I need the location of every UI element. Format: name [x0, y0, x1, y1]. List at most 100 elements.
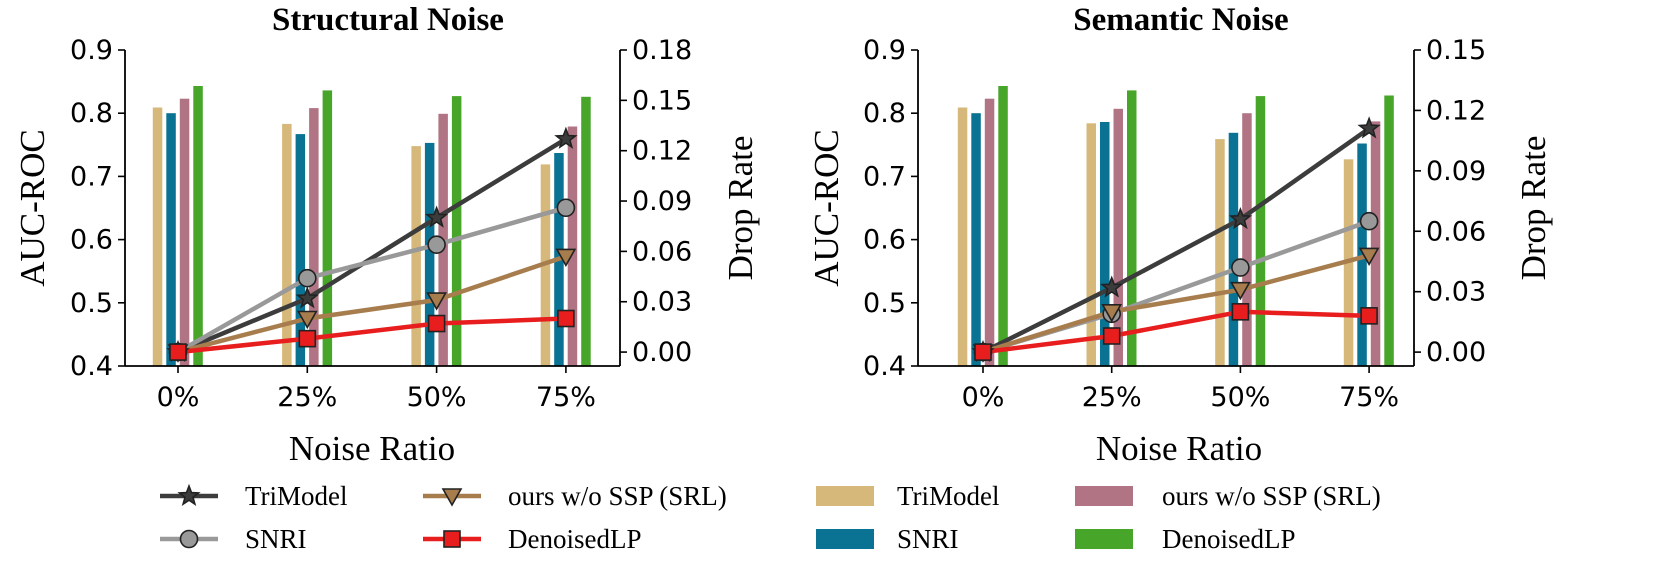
- point-snri: [1231, 258, 1250, 277]
- y-tick-label: 0.8: [863, 98, 906, 129]
- y2-tick-label: 0.06: [632, 236, 692, 267]
- legend-line-item: DenoisedLP: [423, 524, 641, 554]
- y2-tick-label: 0.00: [632, 337, 692, 368]
- line-denoisedlp: [177, 316, 566, 355]
- point-denoisedlp: [427, 314, 446, 333]
- chart-title: Structural Noise: [272, 2, 504, 38]
- bar-snri: [424, 142, 435, 366]
- y2-tick-label: 0.03: [632, 287, 692, 318]
- point-denoisedlp: [1360, 307, 1378, 325]
- bar-denoisedlp: [1384, 95, 1394, 366]
- bar-snri: [971, 113, 981, 366]
- bar-trimodel: [282, 123, 292, 367]
- legend: TriModel SNRI ours w/o SSP (SRL) DenoisedLP…: [160, 481, 1381, 554]
- bar-denoisedlp: [322, 90, 333, 367]
- legend-bar-swatch: [816, 486, 874, 506]
- y2-tick-label: 0.15: [1426, 35, 1486, 66]
- legend-line-item: ours w/o SSP (SRL): [423, 481, 727, 511]
- bar-denoisedlp: [581, 96, 591, 367]
- legend-marker: [441, 488, 463, 507]
- bar-denoisedlp: [1255, 96, 1266, 366]
- legend-label: TriModel: [245, 481, 348, 511]
- point-trimodel: [1357, 116, 1381, 139]
- structural-noise-panel: Structural Noise AUC-ROC Drop Rate Noise…: [13, 2, 760, 468]
- line-snri: [176, 205, 567, 355]
- point-denoisedlp: [298, 329, 317, 348]
- legend-marker: [179, 529, 199, 549]
- legend-bar-item: ours w/o SSP (SRL): [1075, 481, 1381, 511]
- x-tick-label: 0%: [157, 382, 200, 413]
- bar-denoisedlp: [451, 96, 462, 366]
- x-tick-label: 50%: [1210, 382, 1270, 413]
- point-snri: [556, 198, 576, 218]
- bar-snri: [1228, 132, 1239, 366]
- y2-tick-label: 0.00: [1426, 337, 1486, 368]
- legend-line-item: TriModel: [160, 481, 348, 511]
- legend-marker: [177, 483, 201, 506]
- point-trimodel: [554, 126, 578, 149]
- bar-snri: [1357, 143, 1367, 366]
- legend-label: ours w/o SSP (SRL): [508, 481, 727, 511]
- y-tick-label: 0.4: [863, 351, 906, 382]
- bar-trimodel: [957, 107, 968, 366]
- y2-tick-label: 0.09: [1426, 156, 1486, 187]
- y2-tick-label: 0.12: [1426, 95, 1486, 126]
- point-trimodel: [295, 286, 319, 309]
- y-tick-label: 0.6: [70, 225, 113, 256]
- y2-tick-label: 0.18: [632, 35, 692, 66]
- bar-denoisedlp: [998, 86, 1008, 366]
- point-denoisedlp: [1102, 327, 1121, 345]
- plot-area: 0.4 0.5 0.6 0.7 0.8 0.9 0.00 0.03 0.06 0.09 0.12 0.…: [863, 35, 1486, 413]
- x-tick-label: 0%: [962, 382, 1005, 413]
- legend-line-item: SNRI: [160, 524, 307, 554]
- plot-area: 0.4 0.5 0.6 0.7 0.8 0.9 0.00 0.03 0.06 0.09 0.12 0.…: [70, 35, 692, 413]
- x-tick-label: 50%: [407, 382, 467, 413]
- y2-axis-label: Drop Rate: [721, 136, 760, 281]
- bar-trimodel: [1086, 123, 1096, 366]
- y-tick-label: 0.9: [863, 35, 906, 66]
- y-tick-label: 0.6: [863, 225, 906, 256]
- legend-bar-swatch: [1075, 486, 1133, 506]
- legend-label: ours w/o SSP (SRL): [1162, 481, 1381, 511]
- line-ours-w-o-ssp-srl-: [177, 254, 567, 355]
- bar-trimodel: [152, 107, 163, 366]
- y-tick-label: 0.5: [863, 288, 906, 319]
- y-tick-label: 0.5: [70, 288, 113, 319]
- legend-label: TriModel: [897, 481, 1000, 511]
- legend-bar-swatch: [816, 529, 874, 549]
- x-tick-label: 75%: [1339, 382, 1399, 413]
- bar-ours-w-o-ssp-srl-: [1242, 113, 1252, 366]
- point-ours-w-o-ssp-srl-: [555, 248, 577, 268]
- bar-ours-w-o-ssp-srl-: [179, 98, 190, 366]
- bar-ours-w-o-ssp-srl-: [1370, 121, 1381, 367]
- bar-snri: [1100, 122, 1110, 366]
- line-denoisedlp: [982, 309, 1370, 355]
- bar-ours-w-o-ssp-srl-: [1113, 108, 1123, 367]
- point-denoisedlp: [169, 343, 187, 361]
- point-snri: [1359, 211, 1379, 231]
- chart-title: Semantic Noise: [1073, 2, 1288, 38]
- legend-bar-item: TriModel: [816, 481, 1000, 511]
- bar-ours-w-o-ssp-srl-: [567, 126, 578, 366]
- semantic-noise-panel: Semantic Noise AUC-ROC Drop Rate Noise R…: [807, 2, 1553, 468]
- y2-axis-label: Drop Rate: [1514, 136, 1553, 281]
- y-axis-label: AUC-ROC: [807, 129, 846, 287]
- point-denoisedlp: [974, 343, 992, 361]
- y2-tick-label: 0.03: [1426, 277, 1486, 308]
- point-ours-w-o-ssp-srl-: [1101, 304, 1123, 323]
- x-tick-label: 25%: [277, 382, 337, 413]
- point-ours-w-o-ssp-srl-: [426, 292, 447, 311]
- bar-trimodel: [411, 146, 421, 366]
- bar-snri: [166, 113, 176, 366]
- y-tick-label: 0.9: [70, 35, 113, 66]
- point-trimodel: [1228, 206, 1253, 230]
- bar-trimodel: [1215, 139, 1225, 366]
- legend-bar-item: SNRI: [816, 524, 959, 554]
- y2-tick-label: 0.15: [632, 85, 692, 116]
- legend-label: SNRI: [897, 524, 959, 554]
- point-denoisedlp: [1231, 303, 1250, 321]
- bar-ours-w-o-ssp-srl-: [984, 98, 995, 366]
- x-tick-label: 25%: [1082, 382, 1142, 413]
- bar-denoisedlp: [1127, 90, 1137, 367]
